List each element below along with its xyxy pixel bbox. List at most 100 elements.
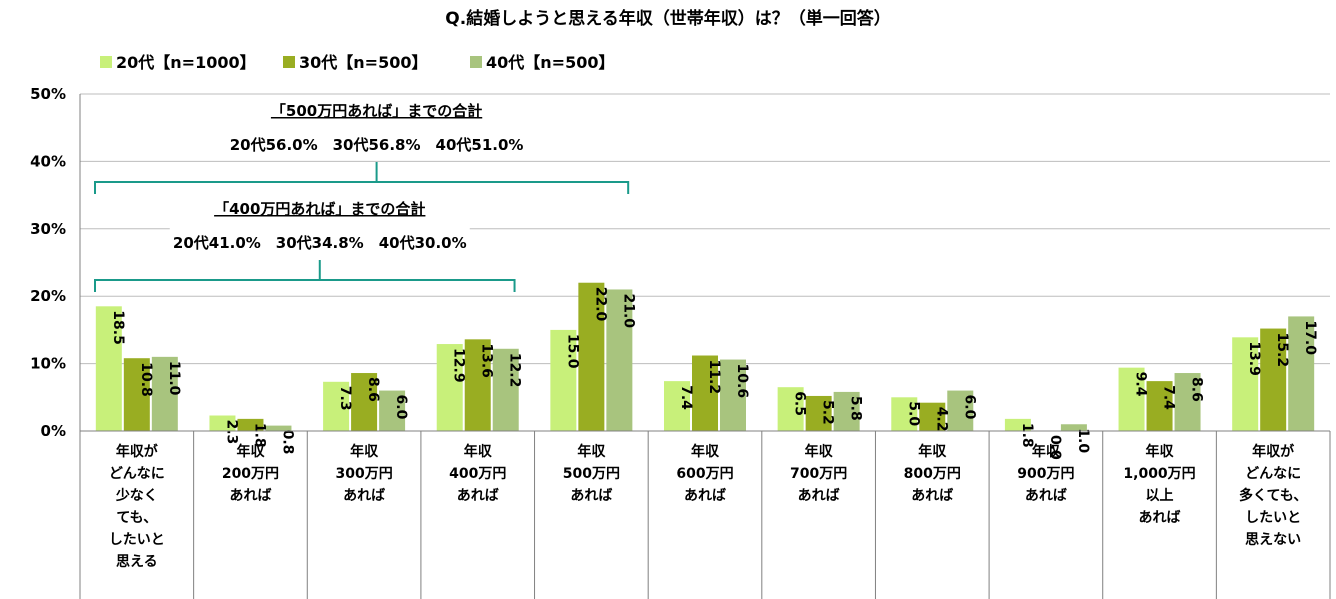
- legend: 20代【n=1000】 30代【n=500】 40代【n=500】: [100, 53, 614, 72]
- category-label-line: 400万円: [449, 466, 506, 482]
- bar: [606, 289, 633, 431]
- data-label: 1.8: [1019, 423, 1035, 448]
- bar: [265, 425, 292, 431]
- category-label-line: 年収: [805, 443, 834, 460]
- category-label-line: 年収: [350, 443, 379, 460]
- legend-label: 30代【n=500】: [299, 53, 427, 72]
- category-label: 年収がどんなに少なくても、したいと思える: [109, 443, 165, 570]
- data-label: 13.9: [1246, 341, 1262, 376]
- bar: [1288, 316, 1315, 431]
- bar: [237, 418, 264, 431]
- category-label-line: 年収: [236, 443, 265, 460]
- bars: [95, 282, 1315, 431]
- data-label: 2.3: [223, 419, 239, 444]
- category-label-line: 思える: [116, 554, 158, 570]
- data-label: 1.8: [251, 423, 267, 448]
- category-label: 年収 900万円あれば: [1017, 443, 1074, 504]
- bar: [578, 282, 605, 431]
- category-label-line: 年収: [918, 443, 947, 460]
- annotation-detail: 20代56.0% 30代56.8% 40代51.0%: [230, 136, 524, 154]
- category-label-line: どんなに: [1245, 466, 1301, 482]
- data-label: 4.2: [933, 407, 949, 432]
- category-label-line: したいと: [1245, 510, 1301, 526]
- annotation-title: 「500万円あれば」までの合計: [271, 102, 482, 120]
- data-label: 11.0: [166, 361, 182, 396]
- bar: [1004, 418, 1031, 431]
- category-label-line: あれば: [684, 488, 726, 504]
- category-label-line: 200万円: [222, 466, 279, 482]
- category-label: 年収 500万円あれば: [563, 443, 620, 504]
- data-label: 8.6: [365, 377, 381, 402]
- bar: [1232, 337, 1259, 431]
- category-label: 年収がどんなに多くても、したいと思えない: [1239, 443, 1307, 548]
- category-label-line: 700万円: [790, 466, 847, 482]
- bar: [947, 390, 974, 431]
- bar: [720, 359, 746, 431]
- data-label: 12.2: [507, 353, 523, 388]
- category-label-line: あれば: [457, 488, 499, 504]
- category-label-line: 800万円: [904, 466, 961, 482]
- annotation-title: 「400万円あれば」までの合計: [214, 200, 425, 218]
- axes: 0% 10% 20% 30% 40% 50%: [30, 85, 1331, 599]
- category-label-line: 年収: [1032, 443, 1061, 460]
- annotation-background: [169, 194, 470, 256]
- bar: [692, 355, 718, 431]
- category-label-line: 年収: [577, 443, 606, 460]
- data-label: 22.0: [592, 287, 608, 322]
- bar: [1174, 373, 1201, 431]
- data-label: 0.8: [279, 430, 295, 455]
- bar: [1060, 424, 1087, 431]
- bar: [436, 344, 463, 431]
- data-label: 5.0: [905, 401, 921, 426]
- category-label: 年収 700万円あれば: [790, 443, 847, 504]
- category-label-line: ても、: [116, 510, 157, 526]
- category-label-line: あれば: [1025, 488, 1067, 504]
- category-label-line: 年収: [691, 443, 720, 460]
- category-label-line: 300万円: [335, 466, 392, 482]
- bar: [464, 339, 491, 431]
- bar: [919, 402, 946, 431]
- annotation-background: [226, 96, 527, 158]
- bar: [777, 387, 804, 431]
- chart-title: Q.結婚しようと思える年収（世帯年収）は？（単一回答）: [445, 8, 890, 29]
- data-label: 15.0: [564, 334, 580, 369]
- category-label: 年収 200万円あれば: [222, 443, 279, 504]
- data-label: 6.5: [792, 391, 808, 416]
- category-label-line: 1,000万円: [1123, 466, 1195, 482]
- data-label: 1.0: [1075, 428, 1091, 453]
- data-label: 10.8: [138, 362, 154, 397]
- bar: [833, 391, 860, 431]
- data-label: 7.4: [678, 385, 694, 410]
- y-tick-label: 0%: [41, 422, 66, 440]
- data-label: 10.6: [734, 364, 750, 399]
- category-label: 年収 1,000万円以上あれば: [1123, 443, 1195, 526]
- data-label: 7.4: [1161, 385, 1177, 410]
- bar: [664, 381, 690, 431]
- category-label-line: 以上: [1146, 488, 1174, 504]
- y-tick-label: 40%: [30, 152, 66, 170]
- category-label-line: 年収: [464, 443, 493, 460]
- data-label: 17.0: [1302, 320, 1318, 355]
- data-label: 7.3: [337, 386, 353, 411]
- category-label-line: あれば: [343, 488, 385, 504]
- annotation-detail: 20代41.0% 30代34.8% 40代30.0%: [173, 234, 467, 252]
- category-label-line: あれば: [798, 488, 840, 504]
- data-label: 12.9: [451, 348, 467, 383]
- bar: [891, 397, 918, 431]
- category-label-line: 年収: [1146, 443, 1175, 460]
- bar: [95, 306, 122, 431]
- data-label: 21.0: [620, 293, 636, 328]
- category-label: 年収 800万円あれば: [904, 443, 961, 504]
- category-label-line: 600万円: [676, 466, 733, 482]
- category-label-line: 年収が: [1252, 443, 1295, 460]
- legend-label: 40代【n=500】: [486, 53, 614, 72]
- y-tick-label: 50%: [30, 85, 66, 103]
- data-label: 9.4: [1133, 372, 1149, 397]
- bar: [379, 390, 406, 431]
- value-labels: 18.5 2.3 7.3 12.9 15.0 7.4 6.5 5.0 1.8 9.4 13.9 10.…: [110, 287, 1318, 460]
- data-label: 13.6: [479, 343, 495, 378]
- annotation-bracket: [94, 181, 630, 194]
- data-label: 8.6: [1189, 377, 1205, 402]
- data-label: 15.2: [1274, 333, 1290, 368]
